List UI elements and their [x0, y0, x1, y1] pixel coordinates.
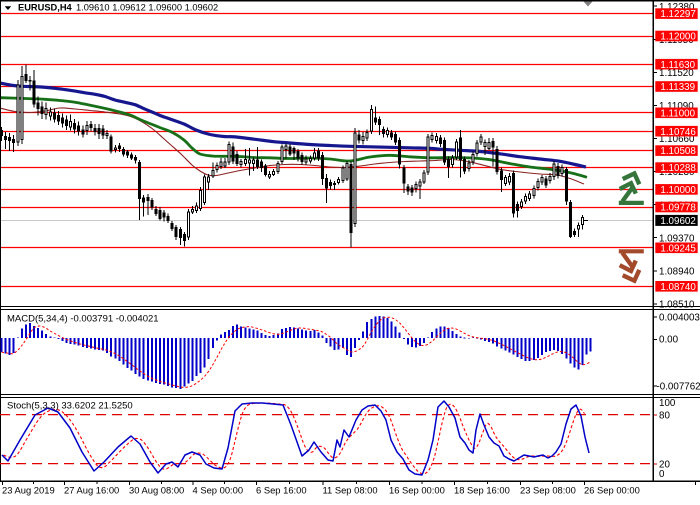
svg-text:1.10508: 1.10508: [660, 146, 696, 157]
svg-text:0.00: 0.00: [659, 335, 679, 346]
svg-text:1.10000: 1.10000: [660, 185, 696, 196]
svg-text:1.09610 1.09612 1.09600 1.0960: 1.09610 1.09612 1.09600 1.09602: [76, 3, 218, 13]
svg-text:1.11000: 1.11000: [660, 108, 695, 119]
svg-text:0: 0: [659, 469, 665, 480]
svg-text:1.11339: 1.11339: [660, 82, 695, 93]
svg-text:1.09602: 1.09602: [660, 216, 695, 227]
svg-text:1.10746: 1.10746: [660, 127, 696, 138]
svg-text:27 Aug 16:00: 27 Aug 16:00: [64, 484, 119, 495]
svg-text:11 Sep 08:00: 11 Sep 08:00: [323, 484, 378, 495]
svg-text:EURUSD,H4: EURUSD,H4: [18, 3, 73, 13]
svg-text:1.09778: 1.09778: [660, 203, 696, 214]
svg-text:100: 100: [659, 398, 676, 409]
svg-text:4 Sep 00:00: 4 Sep 00:00: [193, 484, 244, 495]
svg-text:MACD(5,34,4) -0.003791 -0.0040: MACD(5,34,4) -0.003791 -0.004021: [7, 313, 159, 324]
svg-text:1.09245: 1.09245: [660, 243, 696, 254]
svg-text:-0.007762: -0.007762: [657, 382, 700, 393]
svg-text:16 Sep 00:00: 16 Sep 00:00: [389, 484, 445, 495]
svg-text:26 Sep 00:00: 26 Sep 00:00: [584, 484, 640, 495]
svg-text:1.08940: 1.08940: [659, 266, 695, 277]
svg-text:23 Sep 08:00: 23 Sep 08:00: [520, 484, 576, 495]
svg-text:18 Sep 16:00: 18 Sep 16:00: [454, 484, 510, 495]
svg-text:23 Aug 2019: 23 Aug 2019: [2, 484, 55, 495]
svg-text:1.12000: 1.12000: [660, 32, 696, 43]
svg-text:0.004003: 0.004003: [659, 313, 700, 324]
svg-text:Stoch(5,3,3) 33.6202 21.5250: Stoch(5,3,3) 33.6202 21.5250: [7, 400, 133, 411]
svg-text:1.11630: 1.11630: [660, 60, 695, 71]
svg-text:80: 80: [659, 411, 670, 422]
svg-text:30 Aug 08:00: 30 Aug 08:00: [129, 484, 184, 495]
svg-text:1.08510: 1.08510: [659, 300, 695, 311]
svg-text:6 Sep 16:00: 6 Sep 16:00: [256, 484, 307, 495]
svg-text:1.08740: 1.08740: [660, 282, 696, 293]
svg-text:1.10288: 1.10288: [660, 163, 696, 174]
svg-text:1.12297: 1.12297: [660, 9, 695, 20]
